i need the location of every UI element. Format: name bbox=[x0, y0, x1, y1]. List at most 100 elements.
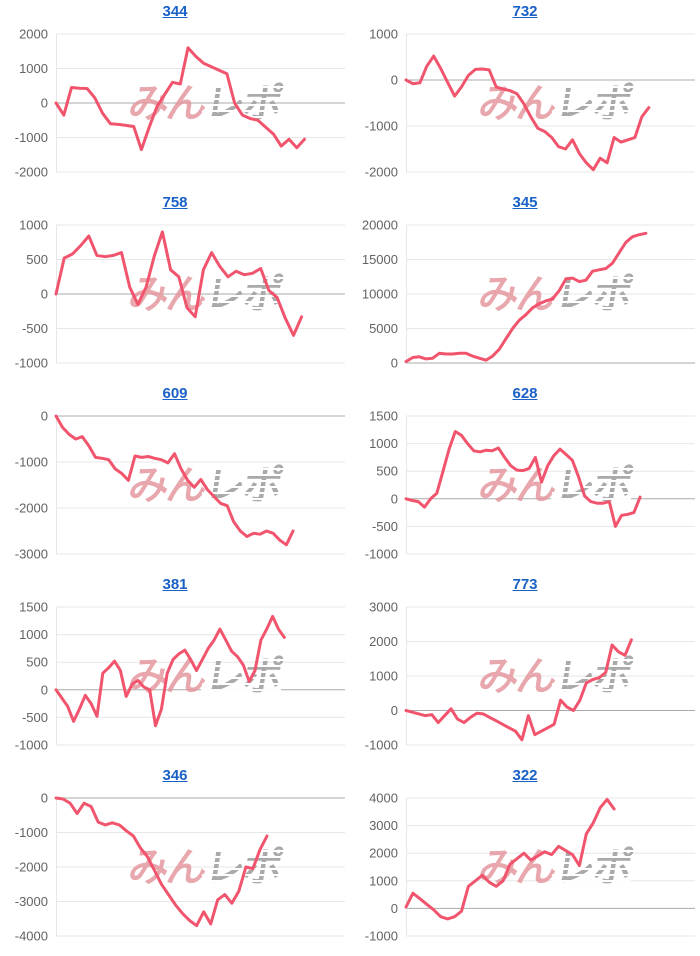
chart-title: 322 bbox=[350, 767, 700, 785]
y-tick-label: 500 bbox=[26, 655, 48, 670]
y-tick-label: -500 bbox=[372, 519, 398, 534]
chart-title-link[interactable]: 381 bbox=[162, 576, 188, 593]
watermark: みんレポ bbox=[476, 273, 635, 317]
y-tick-label: 0 bbox=[391, 703, 398, 718]
y-tick-label: 3000 bbox=[369, 818, 398, 833]
watermark-pink-text: みん bbox=[125, 464, 209, 508]
chart-title: 758 bbox=[0, 194, 350, 212]
y-tick-label: 10000 bbox=[362, 287, 398, 302]
y-tick-label: -500 bbox=[22, 710, 48, 725]
chart-title-link[interactable]: 773 bbox=[512, 576, 538, 593]
chart-title: 344 bbox=[0, 3, 350, 21]
watermark: みんレポ bbox=[125, 846, 285, 890]
y-tick-label: 1500 bbox=[369, 409, 398, 424]
watermark: みんレポ bbox=[476, 464, 635, 508]
watermark-gray-text: レポ bbox=[551, 273, 635, 317]
y-tick-label: -1000 bbox=[365, 738, 398, 753]
chart-title-link[interactable]: 345 bbox=[512, 194, 538, 211]
y-tick-label: 1000 bbox=[369, 873, 398, 888]
watermark-gray-text: レポ bbox=[551, 846, 635, 890]
watermark-gray-text: レポ bbox=[551, 464, 635, 508]
watermark-pink-text: みん bbox=[125, 655, 209, 699]
chart-cell: 4000 3000 2000 1000 0 -1000 みんレポ 322 bbox=[350, 764, 700, 955]
y-tick-label: 2000 bbox=[369, 846, 398, 861]
y-tick-label: -1000 bbox=[365, 929, 398, 944]
y-tick-label: -3000 bbox=[15, 894, 48, 909]
chart-title-link[interactable]: 758 bbox=[162, 194, 188, 211]
y-tick-label: 1000 bbox=[369, 436, 398, 451]
chart-cell: 1000 0 -1000 -2000 みんレポ 732 bbox=[350, 0, 700, 191]
chart-title: 346 bbox=[0, 767, 350, 785]
chart-title: 609 bbox=[0, 385, 350, 403]
chart-title-link[interactable]: 344 bbox=[162, 3, 188, 20]
y-tick-label: 0 bbox=[391, 901, 398, 916]
y-tick-label: -1000 bbox=[15, 130, 48, 145]
chart-cell: 0 -1000 -2000 -3000 みんレポ 609 bbox=[0, 382, 350, 573]
y-tick-label: 1000 bbox=[369, 669, 398, 684]
y-tick-label: 15000 bbox=[362, 252, 398, 267]
y-tick-label: 0 bbox=[391, 356, 398, 371]
y-tick-label: 20000 bbox=[362, 218, 398, 233]
y-tick-label: 1500 bbox=[19, 600, 48, 615]
watermark: みんレポ bbox=[475, 846, 635, 890]
y-tick-label: 2000 bbox=[19, 27, 48, 42]
chart-cell: 0 -1000 -2000 -3000 -4000 みんレポ 346 bbox=[0, 764, 350, 955]
y-tick-label: -2000 bbox=[15, 165, 48, 180]
watermark-pink-text: みん bbox=[125, 273, 209, 317]
y-tick-label: 0 bbox=[41, 791, 48, 806]
y-tick-label: -1000 bbox=[15, 455, 48, 470]
chart-title-link[interactable]: 732 bbox=[512, 3, 538, 20]
chart-cell: 1500 1000 500 0 -500 -1000 みんレポ 381 bbox=[0, 573, 350, 764]
chart-cell: 2000 1000 0 -1000 -2000 みんレポ 344 bbox=[0, 0, 350, 191]
chart-title: 345 bbox=[350, 194, 700, 212]
chart-title: 381 bbox=[0, 576, 350, 594]
watermark-gray-text: レポ bbox=[201, 846, 285, 890]
watermark-gray-text: レポ bbox=[201, 655, 285, 699]
watermark-pink-text: みん bbox=[475, 846, 559, 890]
watermark-pink-text: みん bbox=[475, 82, 559, 126]
y-tick-label: 500 bbox=[376, 464, 398, 479]
chart-title: 628 bbox=[350, 385, 700, 403]
chart-cell: 1000 500 0 -500 -1000 みんレポ 758 bbox=[0, 191, 350, 382]
watermark: みんレポ bbox=[475, 655, 635, 699]
y-tick-label: 1000 bbox=[369, 27, 398, 42]
watermark: みんレポ bbox=[125, 655, 285, 699]
chart-title-link[interactable]: 322 bbox=[512, 767, 538, 784]
y-tick-label: 1000 bbox=[19, 61, 48, 76]
watermark-gray-text: レポ bbox=[551, 655, 635, 699]
y-tick-label: 0 bbox=[41, 287, 48, 302]
watermark: みんレポ bbox=[125, 273, 285, 317]
y-tick-label: 0 bbox=[41, 409, 48, 424]
watermark-pink-text: みん bbox=[125, 846, 209, 890]
y-tick-label: 0 bbox=[391, 73, 398, 88]
y-tick-label: 5000 bbox=[369, 321, 398, 336]
y-tick-label: -2000 bbox=[365, 165, 398, 180]
y-tick-label: 1000 bbox=[19, 218, 48, 233]
chart-title-link[interactable]: 609 bbox=[162, 385, 188, 402]
watermark-gray-text: レポ bbox=[551, 82, 635, 126]
y-tick-label: -1000 bbox=[365, 547, 398, 562]
chart-cell: 20000 15000 10000 5000 0 みんレポ 345 bbox=[350, 191, 700, 382]
y-tick-label: -1000 bbox=[365, 119, 398, 134]
chart-gridlines: 3000 2000 1000 0 -1000 bbox=[365, 600, 695, 753]
watermark-pink-text: みん bbox=[475, 655, 559, 699]
chart-title-link[interactable]: 628 bbox=[512, 385, 538, 402]
y-tick-label: 2000 bbox=[369, 634, 398, 649]
y-tick-label: -1000 bbox=[15, 738, 48, 753]
y-tick-label: 0 bbox=[41, 96, 48, 111]
watermark-gray-text: レポ bbox=[201, 464, 285, 508]
watermark: みんレポ bbox=[475, 82, 635, 126]
chart-title: 773 bbox=[350, 576, 700, 594]
watermark-pink-text: みん bbox=[125, 82, 209, 126]
chart-title-link[interactable]: 346 bbox=[162, 767, 188, 784]
y-tick-label: -500 bbox=[22, 321, 48, 336]
chart-cell: 3000 2000 1000 0 -1000 みんレポ 773 bbox=[350, 573, 700, 764]
y-tick-label: -1000 bbox=[15, 356, 48, 371]
y-tick-label: 0 bbox=[41, 682, 48, 697]
y-tick-label: -2000 bbox=[15, 860, 48, 875]
y-tick-label: -4000 bbox=[15, 929, 48, 944]
y-tick-label: 3000 bbox=[369, 600, 398, 615]
chart-title: 732 bbox=[350, 3, 700, 21]
y-tick-label: -1000 bbox=[15, 825, 48, 840]
